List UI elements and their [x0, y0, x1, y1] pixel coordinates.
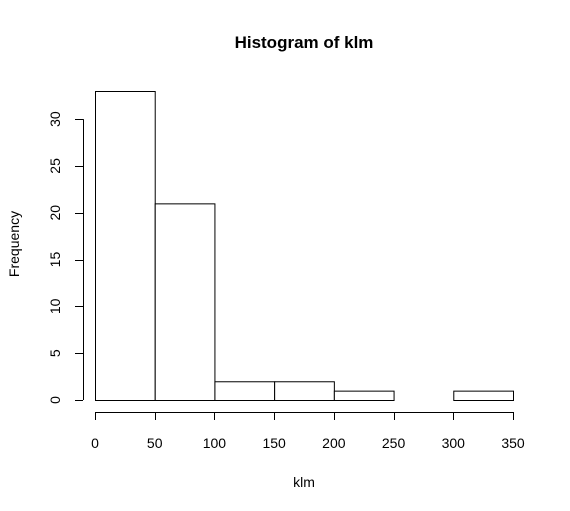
x-tick-label-250: 250	[382, 435, 406, 451]
y-tick-label-25: 25	[47, 158, 63, 174]
y-axis: 0 5 10 15 20 25 30	[47, 111, 84, 404]
y-tick-label-15: 15	[47, 252, 63, 268]
histogram-bar-100-150	[214, 381, 276, 402]
y-axis-label: Frequency	[6, 211, 22, 277]
x-tick-label-350: 350	[501, 435, 525, 451]
y-tick-label-20: 20	[47, 205, 63, 221]
y-tick-label-0: 0	[47, 396, 63, 404]
x-axis-label: klm	[293, 474, 315, 490]
y-tick-label-10: 10	[47, 298, 63, 314]
x-tick-label-200: 200	[322, 435, 346, 451]
x-tick-label-300: 300	[442, 435, 466, 451]
y-tick-label-5: 5	[47, 349, 63, 357]
x-axis: 0 50 100 150 200 250 300 350	[91, 412, 525, 451]
bars-group	[95, 91, 514, 402]
histogram-bar-300-350	[453, 390, 514, 401]
x-tick-label-150: 150	[262, 435, 286, 451]
chart-title: Histogram of klm	[235, 33, 374, 52]
x-tick-label-0: 0	[91, 435, 99, 451]
histogram-bar-150-200	[274, 381, 335, 402]
histogram-bar-200-250	[333, 390, 395, 401]
histogram-bar-0-50	[95, 91, 156, 401]
x-tick-label-100: 100	[203, 435, 227, 451]
x-tick-label-50: 50	[147, 435, 163, 451]
histogram-bar-50-100	[154, 203, 216, 401]
y-tick-label-30: 30	[47, 111, 63, 127]
